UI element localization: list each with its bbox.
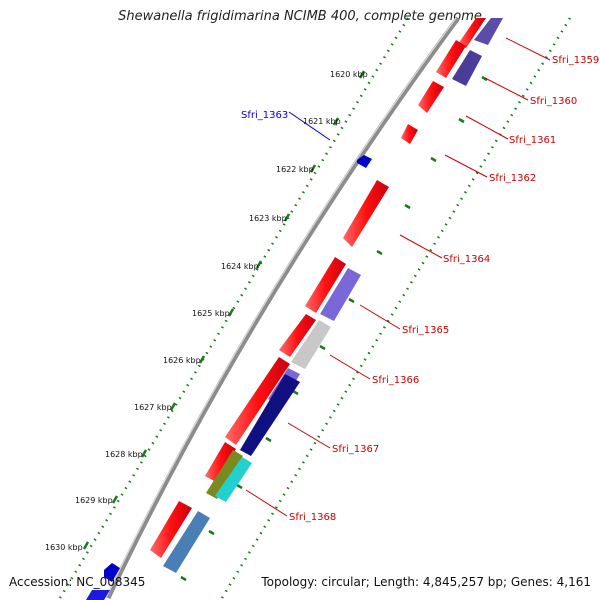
gene-label[interactable]: Sfri_1368 [289,512,336,523]
leader-line [288,111,331,141]
inner-tick [292,389,299,396]
gene-feature[interactable] [436,40,466,78]
kbp-label: 1621 kbp [303,117,341,126]
kbp-label: 1628 kbp [105,450,143,459]
other-features-track [163,18,503,573]
kbp-tick [309,164,317,173]
kbp-tick [227,308,235,317]
gene-feature[interactable] [291,320,331,369]
kbp-label: 1630 kbp [45,543,83,552]
leader-line [359,304,401,330]
inner-tick [180,575,187,582]
gene-feature[interactable] [205,442,236,482]
inner-tick [376,249,383,256]
gene-feature[interactable] [86,590,110,600]
gene-label[interactable]: Sfri_1366 [372,375,419,386]
inner-tick [208,529,215,536]
leader-line [287,422,331,449]
gene-feature[interactable] [458,18,486,48]
inner-tick [265,436,272,443]
inner-tick [319,344,326,351]
inner-tick [236,483,243,490]
leader-line [484,77,529,101]
reverse-strand-track [86,155,372,600]
kbp-scale: 1620 kbp 1621 kbp 1622 kbp 1623 kbp 1624… [45,70,368,552]
kbp-tick [140,449,148,458]
leader-line [329,354,371,380]
genome-backbone [105,16,461,600]
gene-label[interactable]: Sfri_1362 [489,173,536,184]
kbp-label: 1622 kbp [276,165,314,174]
kbp-tick [82,541,90,550]
forward-strand-track [150,18,486,558]
gene-feature[interactable] [150,501,192,558]
kbp-label: 1625 kbp [192,309,230,318]
map-title: Shewanella frigidimarina NCIMB 400, comp… [118,9,482,24]
kbp-label: 1629 kbp [75,496,113,505]
leader-lines [245,37,551,517]
inner-tick [481,75,488,82]
leader-line [505,37,551,61]
inner-tick [458,117,465,124]
gene-label[interactable]: Sfri_1360 [530,96,577,107]
gene-label[interactable]: Sfri_1359 [552,55,599,66]
leader-line [245,489,288,517]
inner-scale-ring [220,17,572,599]
gene-feature[interactable] [320,268,361,321]
gene-feature[interactable] [279,314,316,357]
kbp-label: 1623 kbp [249,214,287,223]
kbp-label: 1624 kbp [221,262,259,271]
gene-feature[interactable] [305,257,346,313]
gene-feature[interactable] [225,357,290,445]
leader-line [465,115,509,140]
gene-label[interactable]: Sfri_1364 [443,254,490,265]
accession-label: Accession: NC_008345 [9,575,146,589]
kbp-tick [169,402,177,411]
gene-feature[interactable] [474,18,503,45]
genome-backbone-highlight [105,17,457,599]
kbp-tick [332,117,340,126]
gene-feature[interactable] [206,450,243,499]
kbp-label: 1627 kbp [134,403,172,412]
gene-label[interactable]: Sfri_1367 [332,444,379,455]
kbp-tick [255,260,263,269]
gene-label[interactable]: Sfri_1361 [509,135,556,146]
kbp-tick [358,70,366,79]
gene-feature[interactable] [240,374,300,456]
gene-feature[interactable] [418,81,444,113]
inner-tick [348,297,355,304]
kbp-label: 1620 kbp [330,70,368,79]
inner-tick [404,203,411,210]
kbp-tick [198,355,206,364]
gene-feature[interactable] [401,124,418,144]
gene-labels: Sfri_1359 Sfri_1360 Sfri_1361 Sfri_1362 … [241,55,599,523]
leader-line [399,234,443,259]
inner-tick [430,156,437,163]
gene-feature[interactable] [104,563,120,582]
kbp-label: 1626 kbp [163,356,201,365]
inner-ring-ticks [180,75,488,582]
outer-scale-ring [58,17,410,599]
gene-label[interactable]: Sfri_1365 [402,325,449,336]
gene-label[interactable]: Sfri_1363 [241,110,288,121]
leader-line [444,154,488,178]
kbp-tick [111,495,119,504]
gene-feature[interactable] [452,50,482,86]
gene-feature[interactable] [343,180,389,247]
kbp-tick [283,213,291,222]
gene-feature[interactable] [163,511,210,573]
gene-feature[interactable] [215,457,252,502]
topology-label: Topology: circular; Length: 4,845,257 bp… [261,575,591,589]
gene-feature[interactable] [357,155,372,168]
